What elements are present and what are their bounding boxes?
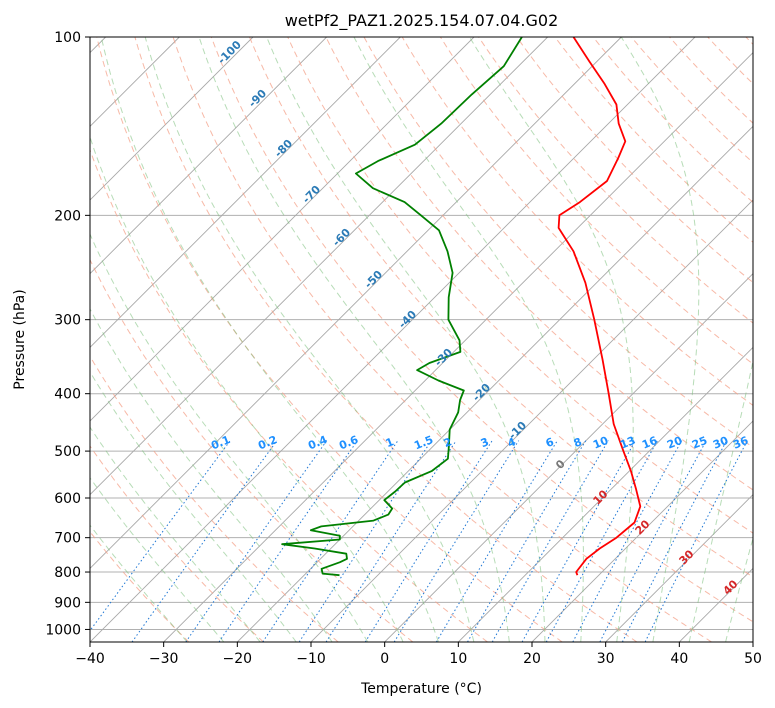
dry-adiabat-line xyxy=(210,37,753,623)
mixing-ratio-line xyxy=(364,440,493,642)
dry-adiabat-line xyxy=(516,37,753,284)
moist-adiabat-line xyxy=(725,536,753,642)
mixing-ratio-line xyxy=(185,440,328,642)
moist-adiabat-line xyxy=(90,524,188,642)
chart-title: wetPf2_PAZ1.2025.154.07.04.G02 xyxy=(285,11,559,31)
mixing-ratio-label: 25 xyxy=(690,434,709,452)
moist-adiabat-line xyxy=(90,135,404,642)
y-tick-label: 300 xyxy=(54,313,81,329)
mixing-ratio-label: 10 xyxy=(591,434,610,452)
y-tick-label: 100 xyxy=(54,30,81,46)
isotherm-line xyxy=(531,420,753,642)
mixing-ratio-line xyxy=(393,440,520,642)
mixing-ratio-label: 20 xyxy=(665,434,684,452)
mixing-ratio-line xyxy=(491,440,609,642)
y-tick-label: 900 xyxy=(54,595,81,611)
x-tick-label: −10 xyxy=(296,651,326,667)
x-tick-label: 0 xyxy=(380,651,389,667)
moist-adiabat-line xyxy=(90,308,333,642)
mixing-ratio-label: 13 xyxy=(618,434,637,452)
dry-adiabat-line xyxy=(287,37,753,534)
mixing-ratio-label: 1 xyxy=(384,435,396,450)
x-tick-label: −20 xyxy=(223,651,253,667)
mixing-ratio-label: 16 xyxy=(640,434,659,452)
plot-frame xyxy=(89,36,754,643)
series-layer xyxy=(281,37,642,577)
x-tick-label: 30 xyxy=(597,651,615,667)
mixing-ratio-line xyxy=(467,440,587,642)
y-tick-label: 1000 xyxy=(45,622,81,638)
moist-adiabat-line xyxy=(144,37,475,642)
y-tick-label: 700 xyxy=(54,531,81,547)
moist-adiabat-line xyxy=(90,232,369,642)
dry-adiabat-line xyxy=(90,445,264,642)
isotherm-line xyxy=(384,273,753,642)
moist-adiabat-line xyxy=(90,370,297,642)
background-lines xyxy=(90,37,753,642)
isotherm-line xyxy=(90,37,475,422)
x-axis-label: Temperature (°C) xyxy=(360,681,482,697)
mixing-ratio-line xyxy=(435,440,558,642)
x-tick-label: −40 xyxy=(75,651,105,667)
isotherm-line xyxy=(90,37,622,569)
y-tick-label: 500 xyxy=(54,444,81,460)
x-tick-label: 50 xyxy=(744,651,762,667)
mixing-ratio-label: 8 xyxy=(572,435,584,450)
dry-adiabat-line xyxy=(134,37,638,642)
dry-adiabat-line xyxy=(90,355,339,642)
y-tick-label: 400 xyxy=(54,387,81,403)
y-axis-label: Pressure (hPa) xyxy=(12,289,28,389)
moist-adiabat-line xyxy=(620,37,700,642)
moist-adiabat-line xyxy=(90,476,225,642)
x-tick-label: 20 xyxy=(523,651,541,667)
mixing-ratio-line xyxy=(90,440,231,632)
isotherm-line xyxy=(605,494,753,642)
dry-adiabat-line xyxy=(249,37,753,578)
isotherm-line xyxy=(237,125,753,642)
moist-adiabat-line xyxy=(266,37,546,642)
x-tick-label: −30 xyxy=(149,651,179,667)
y-tick-label: 600 xyxy=(54,491,81,507)
mixing-ratio-line xyxy=(572,440,683,642)
dry-adiabat-line xyxy=(96,37,563,642)
moist-adiabat-line xyxy=(198,37,510,642)
dry-adiabat-line xyxy=(172,37,712,642)
mixing-ratio-label: 36 xyxy=(731,434,750,452)
mixing-ratio-line xyxy=(131,440,278,642)
isotherm-line xyxy=(90,37,696,642)
mixing-ratio-label: 3 xyxy=(479,435,491,450)
moist-adiabat-line xyxy=(353,37,584,642)
mixing-ratio-line xyxy=(521,440,637,642)
mixing-ratio-label: 2 xyxy=(442,435,454,450)
isotherm-line xyxy=(90,37,548,496)
moist-adiabat-line xyxy=(100,37,439,642)
isotherm-line xyxy=(310,199,753,642)
x-tick-label: 40 xyxy=(670,651,688,667)
y-tick-label: 200 xyxy=(54,208,81,224)
moist-adiabat-line xyxy=(90,426,261,642)
mixing-ratio-line xyxy=(325,440,457,642)
axis-ticks: −40 −30 −20 −10 0 10 20 30 40 50 100 200 300 400 500 60… xyxy=(45,30,762,667)
profile-trace-2 xyxy=(281,37,523,577)
dry-adiabat-line xyxy=(325,37,753,491)
isotherm-line xyxy=(163,52,753,642)
y-tick-label: 800 xyxy=(54,565,81,581)
mixing-ratio-line xyxy=(644,440,748,642)
isotherm-line xyxy=(458,346,753,642)
moist-adiabat-line xyxy=(688,358,753,642)
mixing-ratio-label: 30 xyxy=(711,434,730,452)
mixing-ratio-line xyxy=(262,440,399,642)
dry-adiabat-line xyxy=(90,258,414,642)
isotherm-line xyxy=(90,37,327,275)
mixing-ratio-line xyxy=(545,440,659,642)
x-tick-label: 10 xyxy=(449,651,467,667)
isotherm-line xyxy=(90,37,254,201)
profile-trace-1 xyxy=(557,37,642,576)
